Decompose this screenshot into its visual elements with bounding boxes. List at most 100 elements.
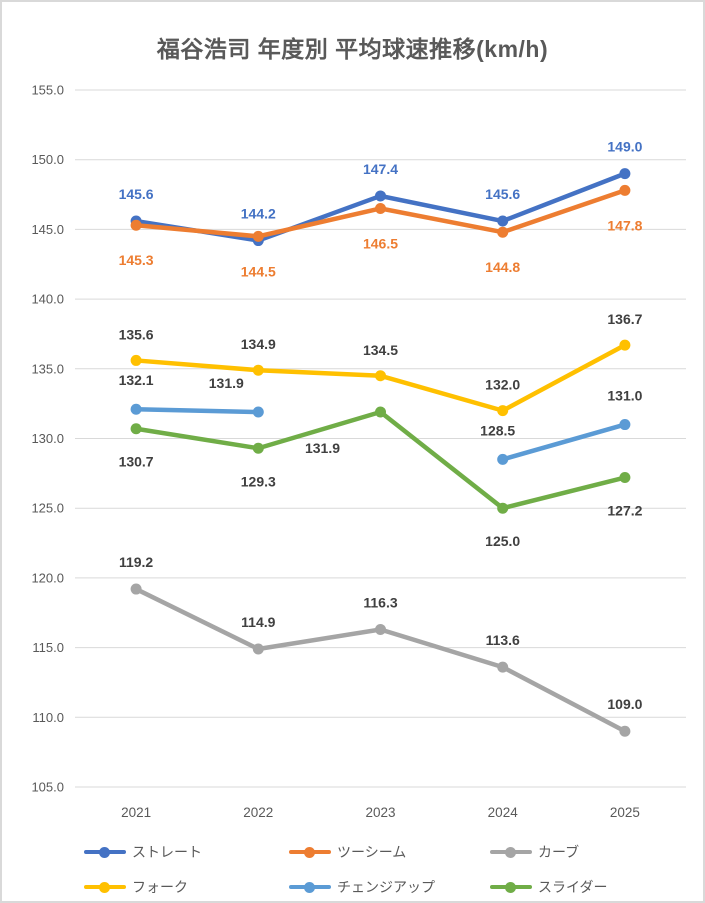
x-tick-label: 2023 xyxy=(365,805,395,820)
y-tick-label: 150.0 xyxy=(31,152,64,167)
data-label: 144.2 xyxy=(241,206,276,222)
data-point xyxy=(619,419,631,431)
legend-dot-icon xyxy=(505,846,516,858)
data-label: 127.2 xyxy=(607,503,642,519)
data-label: 125.0 xyxy=(485,533,520,549)
legend-item: カーブ xyxy=(490,842,579,862)
data-point xyxy=(497,453,509,465)
data-point xyxy=(375,370,386,382)
data-label: 144.8 xyxy=(485,259,520,275)
legend-item: スライダー xyxy=(490,877,607,897)
y-tick-label: 130.0 xyxy=(31,431,64,446)
series-line xyxy=(133,406,261,415)
y-tick-label: 115.0 xyxy=(32,640,64,655)
data-label: 136.7 xyxy=(607,311,642,327)
legend-dot-icon xyxy=(99,881,110,893)
data-label: 116.3 xyxy=(363,594,397,610)
legend-line-marker-icon xyxy=(289,881,331,893)
y-tick-label: 110.0 xyxy=(32,710,64,725)
data-point xyxy=(619,725,631,737)
data-point xyxy=(497,502,509,514)
data-label: 147.4 xyxy=(363,161,398,177)
data-label: 145.6 xyxy=(485,186,520,202)
data-label: 132.0 xyxy=(485,377,520,393)
data-point xyxy=(252,643,264,655)
data-label: 129.3 xyxy=(241,473,276,489)
legend-label: チェンジアップ xyxy=(337,879,435,895)
data-point xyxy=(130,423,142,435)
legend-dot-icon xyxy=(304,846,315,858)
legend-label: スライダー xyxy=(538,879,608,895)
data-label: 114.9 xyxy=(241,614,275,630)
data-point xyxy=(375,190,386,202)
y-tick-label: 155.0 xyxy=(31,83,64,98)
data-point xyxy=(130,403,142,415)
y-tick-label: 135.0 xyxy=(31,361,64,376)
data-label: 147.8 xyxy=(607,217,642,233)
y-tick-label: 105.0 xyxy=(31,780,64,795)
data-label: 134.5 xyxy=(363,342,398,358)
legend-dot-icon xyxy=(505,881,516,893)
legend-label: ツーシーム xyxy=(337,844,407,860)
data-point xyxy=(497,215,509,227)
series-line xyxy=(500,422,628,462)
data-point xyxy=(497,661,509,673)
x-tick-label: 2024 xyxy=(488,805,519,820)
data-label: 132.1 xyxy=(119,372,154,388)
line-chart: 105.0 110.0 115.0 120.0 125.0 130.0 135.0 140.0… xyxy=(31,83,686,820)
y-tick-label: 120.0 xyxy=(31,570,64,585)
data-point xyxy=(375,406,386,418)
data-label: 135.6 xyxy=(119,326,154,342)
data-label: 109.0 xyxy=(607,696,642,712)
data-point xyxy=(375,202,386,214)
data-point xyxy=(619,168,631,180)
data-label: 131.0 xyxy=(607,388,642,404)
data-label: 149.0 xyxy=(607,139,642,155)
data-point xyxy=(252,364,264,376)
legend-dot-icon xyxy=(99,846,110,858)
data-point xyxy=(497,226,509,238)
legend-label: フォーク xyxy=(132,879,188,895)
data-point xyxy=(130,354,142,366)
data-point xyxy=(497,405,509,417)
legend-line-marker-icon xyxy=(84,846,126,858)
data-label: 145.3 xyxy=(119,252,154,268)
data-point xyxy=(619,184,631,196)
legend-item: フォーク xyxy=(84,877,188,897)
legend-label: カーブ xyxy=(538,844,580,860)
data-point xyxy=(252,230,264,242)
data-point xyxy=(252,442,264,454)
data-label: 146.5 xyxy=(363,235,398,251)
data-label: 134.9 xyxy=(241,336,276,352)
legend-line-marker-icon xyxy=(490,846,532,858)
data-point xyxy=(130,583,142,595)
legend-line-marker-icon xyxy=(490,881,532,893)
data-label: 131.9 xyxy=(209,375,244,391)
legend-item: ストレート xyxy=(84,842,202,862)
series-line xyxy=(133,409,628,511)
legend-label: ストレート xyxy=(132,844,202,860)
data-label: 130.7 xyxy=(119,454,154,470)
chart-title: 福谷浩司 年度別 平均球速推移(km/h) xyxy=(156,36,549,62)
legend-line-marker-icon xyxy=(84,881,126,893)
y-tick-label: 145.0 xyxy=(31,222,64,237)
data-label: 128.5 xyxy=(480,422,515,438)
data-label: 113.6 xyxy=(486,632,520,648)
legend-item: ツーシーム xyxy=(289,842,406,862)
x-tick-label: 2025 xyxy=(610,805,640,820)
data-point xyxy=(252,406,264,418)
x-tick-label: 2021 xyxy=(121,805,151,820)
data-label: 131.9 xyxy=(305,440,340,456)
x-tick-label: 2022 xyxy=(243,805,273,820)
data-point xyxy=(619,339,631,351)
y-tick-label: 140.0 xyxy=(31,292,64,307)
data-label: 145.6 xyxy=(119,186,154,202)
data-label: 119.2 xyxy=(119,554,153,570)
legend-dot-icon xyxy=(304,881,315,893)
data-point xyxy=(130,219,142,231)
data-point xyxy=(619,472,631,484)
data-label: 144.5 xyxy=(241,263,276,279)
y-tick-label: 125.0 xyxy=(31,501,64,516)
data-point xyxy=(375,623,386,635)
